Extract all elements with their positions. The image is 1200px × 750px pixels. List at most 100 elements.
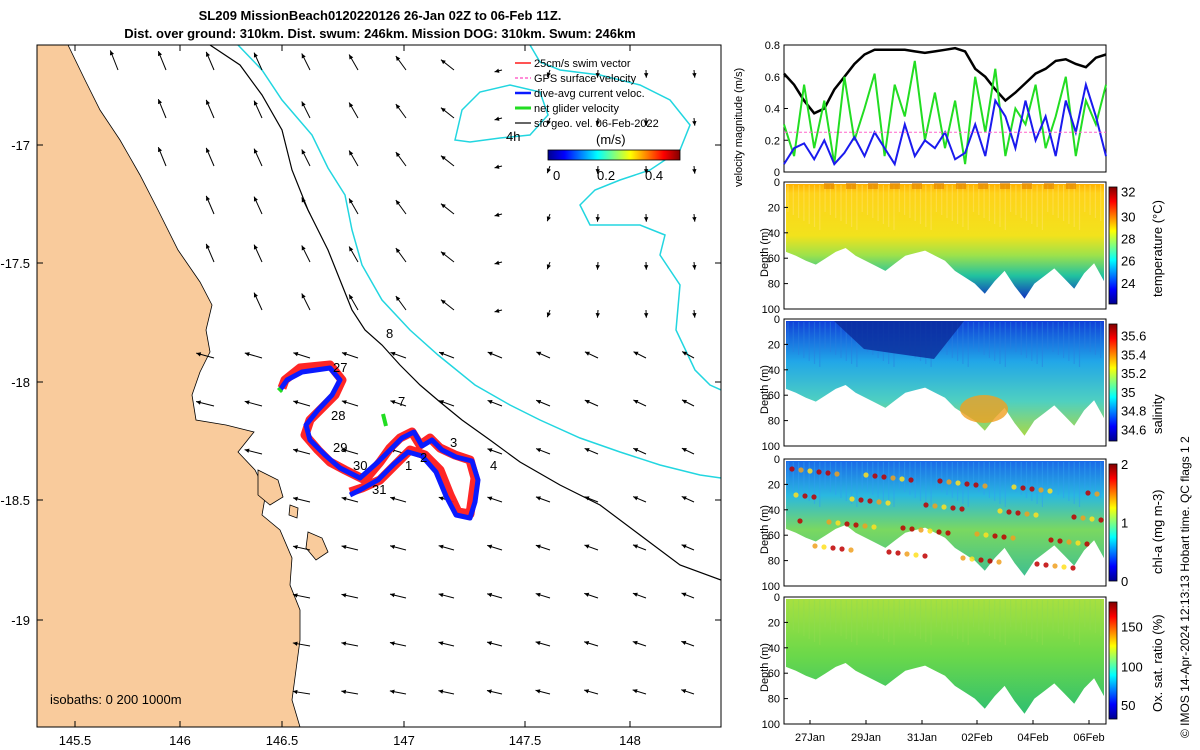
- current-vector-head: [584, 399, 590, 404]
- current-vector-head: [584, 448, 590, 453]
- depth-tick: 20: [768, 617, 780, 629]
- chart-title-line-1: SL209 MissionBeach0120220126 26-Jan 02Z …: [198, 8, 562, 23]
- current-vector-head: [595, 265, 600, 270]
- current-vector-head: [301, 245, 306, 251]
- current-vector-head: [546, 120, 551, 126]
- current-vector-head: [390, 544, 396, 550]
- lon-tick-label: 147.5: [509, 733, 542, 748]
- colorbar-tick: 35.4: [1121, 347, 1146, 362]
- velocity-ytick: 0: [774, 167, 780, 179]
- date-tick: 27Jan: [795, 732, 825, 744]
- current-vector-head: [292, 593, 298, 598]
- current-vector-head: [293, 448, 299, 453]
- net-glider-velocity-mark-start: [276, 386, 284, 394]
- current-vector-head: [494, 308, 500, 313]
- depth-tick: 20: [768, 339, 780, 351]
- current-vector-head: [584, 544, 590, 549]
- isobath-1000m-eddy: [529, 45, 721, 391]
- current-vector-head: [584, 496, 590, 501]
- current-vector-head: [681, 496, 687, 501]
- current-vector-head: [253, 148, 258, 154]
- current-vector-head: [633, 448, 639, 453]
- depth-ylabel: Depth (m): [759, 505, 771, 554]
- current-vector-head: [692, 264, 697, 270]
- current-vector-head: [293, 496, 298, 502]
- track-label: 3: [450, 435, 457, 450]
- depth-tick: 20: [768, 202, 780, 214]
- date-tick: 31Jan: [907, 732, 937, 744]
- depth-ylabel: Depth (m): [759, 365, 771, 414]
- depth-tick: 0: [774, 314, 780, 326]
- current-vector-head: [632, 544, 638, 549]
- colorbar-tick: 150: [1121, 620, 1143, 635]
- vector-scale-label: 4h: [506, 129, 520, 144]
- current-vector-head: [253, 292, 258, 298]
- track-label: 2: [420, 450, 427, 465]
- current-vector-head: [206, 99, 211, 105]
- map-legend: 25cm/s swim vector GPS surface velocity …: [506, 58, 681, 183]
- colorbar-tick-2: 0.4: [645, 168, 663, 183]
- current-vector-head: [643, 169, 649, 174]
- colorbar-tick: 34.6: [1121, 422, 1146, 437]
- colorbar-label: Ox. sat. ratio (%): [1150, 614, 1165, 712]
- current-vector-head: [395, 200, 401, 205]
- current-vector-head: [341, 641, 347, 646]
- velocity-ytick: 0.8: [765, 40, 780, 52]
- current-vector-head: [632, 592, 638, 597]
- current-vector-head: [535, 592, 541, 597]
- colorbar-tick: 24: [1121, 276, 1135, 291]
- current-vector-head: [595, 313, 600, 318]
- current-vector-head: [439, 351, 445, 356]
- date-axis-ticks: 27Jan 29Jan 31Jan 02Feb 04Feb 06Feb: [795, 720, 1105, 744]
- current-vector-head: [632, 689, 638, 694]
- track-label: 31: [372, 482, 386, 497]
- colorbar-tick: 2: [1121, 457, 1128, 472]
- lat-tick-label: -18.5: [0, 493, 30, 508]
- current-vector-head: [682, 351, 688, 356]
- lon-tick-label: 146.5: [266, 733, 299, 748]
- track-day-labels: 27 28 29 30 31 12 3 4 7: [331, 360, 497, 497]
- current-vector-head: [244, 448, 250, 453]
- glider-track: [276, 360, 481, 521]
- current-vector-head: [546, 264, 551, 270]
- current-vector-head: [494, 260, 500, 265]
- current-vector-head: [440, 299, 446, 305]
- depth-tick: 40: [768, 505, 780, 517]
- map-axis-ticks: 145.5 146 146.5 147 147.5 148-17-17.5-18-18.5…: [0, 45, 721, 748]
- colorbar-label: salinity: [1150, 394, 1165, 434]
- colorbar-tick: 26: [1121, 254, 1135, 269]
- colorbar-tick: 100: [1121, 659, 1143, 674]
- profile-colorbar: [1108, 463, 1118, 582]
- current-vector-head: [301, 53, 306, 59]
- current-vector-head: [349, 150, 354, 156]
- current-vector-head: [584, 351, 590, 356]
- current-vector-head: [158, 147, 163, 153]
- current-vector-head: [643, 313, 649, 318]
- current-vector-head: [206, 243, 211, 249]
- depth-tick: 60: [768, 390, 780, 402]
- velocity-panel: 0 0.2 0.4 0.6 0.8 velocity magnitude (m/s): [733, 40, 1107, 187]
- lat-tick-label: -18: [11, 375, 30, 390]
- depth-tick: 100: [762, 719, 780, 731]
- current-vector-head: [595, 73, 600, 78]
- depth-tick: 0: [774, 592, 780, 604]
- current-vector-head: [206, 51, 211, 57]
- current-vector-head: [395, 152, 401, 157]
- depth-tick: 100: [762, 441, 780, 453]
- current-vector-head: [546, 168, 551, 174]
- current-vector-head: [440, 155, 446, 161]
- heatmap-panel-2: 0 20 40 60 80 100 Depth (m) 35.6 35.4 35.2 35 34.8 3…: [759, 314, 1165, 453]
- heatmap-panel-4: 0 20 40 60 80 100 Depth (m) 150 100 50 Ox. sat. ra…: [759, 592, 1165, 731]
- current-vector-head: [584, 689, 590, 694]
- date-tick: 06Feb: [1073, 732, 1104, 744]
- current-vector-head: [438, 544, 444, 549]
- current-vector-head: [487, 448, 493, 453]
- current-vector-head: [341, 351, 347, 357]
- current-vector-head: [395, 296, 401, 301]
- legend-swim-label: 25cm/s swim vector: [534, 58, 631, 70]
- current-vector-head: [546, 72, 551, 78]
- depth-tick: 60: [768, 668, 780, 680]
- colorbar-title: (m/s): [596, 132, 626, 147]
- current-vector-head: [584, 640, 590, 646]
